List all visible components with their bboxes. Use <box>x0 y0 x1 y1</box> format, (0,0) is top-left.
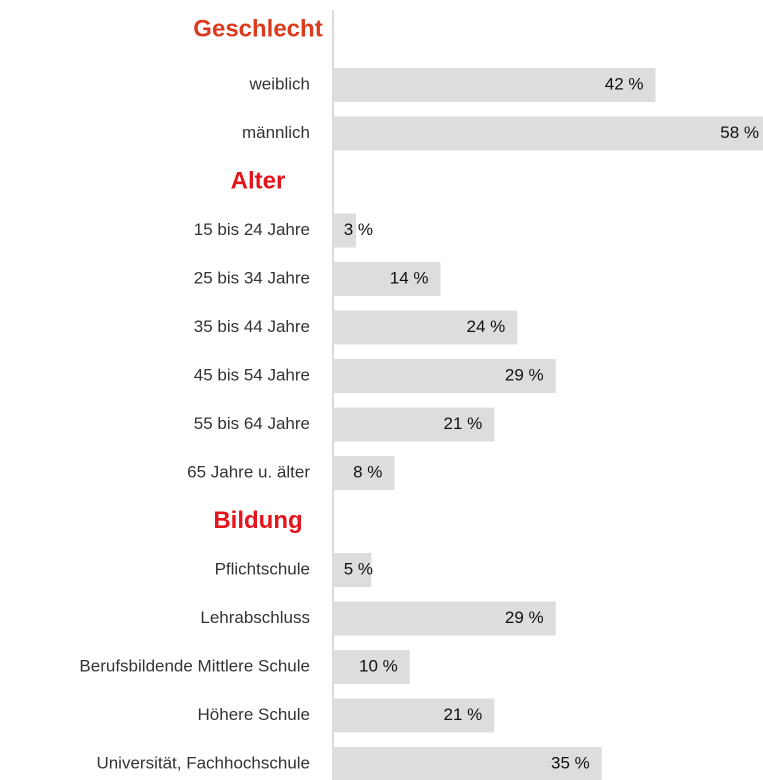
group-header: Alter <box>231 167 286 194</box>
bar <box>333 68 656 102</box>
value-label: 29 % <box>505 608 544 627</box>
value-label: 5 % <box>344 559 373 578</box>
value-label: 35 % <box>551 753 590 772</box>
bar <box>333 213 357 248</box>
value-label: 24 % <box>467 317 506 336</box>
category-label: Universität, Fachhochschule <box>96 753 310 772</box>
category-label: 65 Jahre u. älter <box>187 462 310 481</box>
bar <box>333 553 372 587</box>
bar <box>333 407 495 442</box>
value-label: 10 % <box>359 656 398 675</box>
value-label: 21 % <box>444 414 483 433</box>
bar <box>333 116 763 151</box>
value-label: 42 % <box>605 74 644 93</box>
group-header: Bildung <box>213 507 302 534</box>
bar <box>333 359 556 393</box>
category-label: männlich <box>242 123 310 142</box>
bar <box>333 601 556 636</box>
bar <box>333 698 495 733</box>
bar <box>333 310 518 345</box>
category-label: Berufsbildende Mittlere Schule <box>79 656 310 675</box>
bar <box>333 262 441 296</box>
category-label: weiblich <box>249 74 310 93</box>
category-label: Höhere Schule <box>198 705 310 724</box>
category-label: 55 bis 64 Jahre <box>194 414 310 433</box>
value-label: 8 % <box>353 462 382 481</box>
category-label: 15 bis 24 Jahre <box>194 220 310 239</box>
group-header: Geschlecht <box>193 15 322 42</box>
category-label: 45 bis 54 Jahre <box>194 365 310 384</box>
value-label: 21 % <box>444 705 483 724</box>
bar <box>333 747 602 780</box>
bar <box>333 650 410 684</box>
value-label: 3 % <box>344 220 373 239</box>
category-label: 25 bis 34 Jahre <box>194 268 310 287</box>
value-label: 14 % <box>390 268 429 287</box>
category-label: Lehrabschluss <box>200 608 310 627</box>
value-label: 58 % <box>720 123 759 142</box>
bar <box>333 456 395 490</box>
value-label: 29 % <box>505 365 544 384</box>
category-label: Pflichtschule <box>215 559 310 578</box>
category-label: 35 bis 44 Jahre <box>194 317 310 336</box>
